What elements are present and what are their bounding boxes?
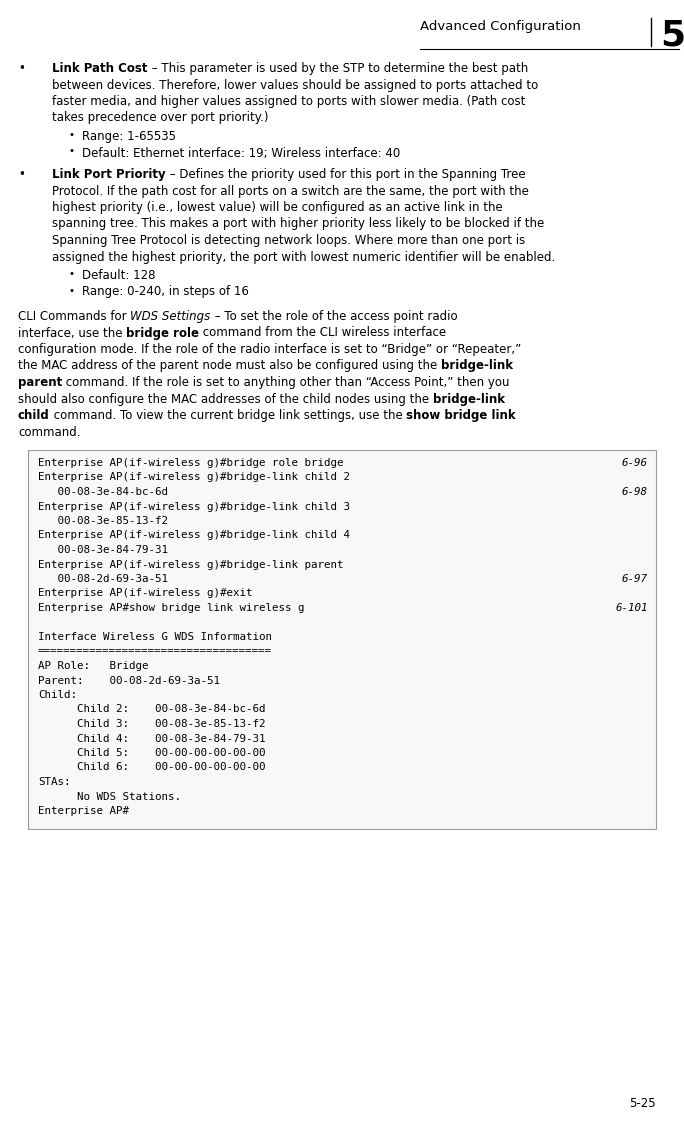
Text: Enterprise AP(if-wireless g)#bridge role bridge: Enterprise AP(if-wireless g)#bridge role… xyxy=(38,458,343,468)
Text: Range: 1-65535: Range: 1-65535 xyxy=(82,130,176,143)
Text: Spanning Tree Protocol is detecting network loops. Where more than one port is: Spanning Tree Protocol is detecting netw… xyxy=(52,233,525,247)
Text: Enterprise AP(if-wireless g)#bridge-link parent: Enterprise AP(if-wireless g)#bridge-link… xyxy=(38,559,343,570)
Text: command. To view the current bridge link settings, use the: command. To view the current bridge link… xyxy=(50,409,406,422)
Text: child: child xyxy=(18,409,50,422)
Text: ====================================: ==================================== xyxy=(38,646,272,656)
Text: 00-08-2d-69-3a-51: 00-08-2d-69-3a-51 xyxy=(38,574,168,584)
Text: •: • xyxy=(68,147,74,157)
Text: show bridge link: show bridge link xyxy=(406,409,516,422)
Text: 5-25: 5-25 xyxy=(629,1098,656,1110)
Text: faster media, and higher values assigned to ports with slower media. (Path cost: faster media, and higher values assigned… xyxy=(52,95,525,108)
Text: bridge-link: bridge-link xyxy=(441,360,513,372)
Text: Child 4:    00-08-3e-84-79-31: Child 4: 00-08-3e-84-79-31 xyxy=(38,733,265,743)
Text: •: • xyxy=(68,268,74,279)
Text: Link Path Cost: Link Path Cost xyxy=(52,62,148,74)
Text: Child 5:    00-00-00-00-00-00: Child 5: 00-00-00-00-00-00 xyxy=(38,748,265,758)
Text: Range: 0-240, in steps of 16: Range: 0-240, in steps of 16 xyxy=(82,285,249,299)
Text: Child:: Child: xyxy=(38,690,77,700)
Text: spanning tree. This makes a port with higher priority less likely to be blocked : spanning tree. This makes a port with hi… xyxy=(52,218,544,230)
Text: Enterprise AP#: Enterprise AP# xyxy=(38,807,129,816)
Text: command from the CLI wireless interface: command from the CLI wireless interface xyxy=(199,326,447,340)
Text: Enterprise AP#show bridge link wireless g: Enterprise AP#show bridge link wireless … xyxy=(38,603,304,613)
Text: – Defines the priority used for this port in the Spanning Tree: – Defines the priority used for this por… xyxy=(166,168,525,180)
Text: Default: Ethernet interface: 19; Wireless interface: 40: Default: Ethernet interface: 19; Wireles… xyxy=(82,147,400,159)
Text: WDS Settings: WDS Settings xyxy=(131,310,211,323)
Text: Child 6:    00-00-00-00-00-00: Child 6: 00-00-00-00-00-00 xyxy=(38,763,265,773)
Bar xyxy=(28,450,656,828)
Text: Enterprise AP(if-wireless g)#bridge-link child 3: Enterprise AP(if-wireless g)#bridge-link… xyxy=(38,502,350,511)
Text: AP Role:   Bridge: AP Role: Bridge xyxy=(38,661,148,671)
Text: Enterprise AP(if-wireless g)#bridge-link child 2: Enterprise AP(if-wireless g)#bridge-link… xyxy=(38,473,350,483)
Text: 5: 5 xyxy=(660,18,684,52)
Text: 6-98: 6-98 xyxy=(622,487,648,497)
Text: command.: command. xyxy=(18,425,81,439)
Text: bridge-link: bridge-link xyxy=(433,393,505,405)
Text: 00-08-3e-85-13-f2: 00-08-3e-85-13-f2 xyxy=(38,515,168,526)
Text: parent: parent xyxy=(18,376,62,389)
Text: 6-101: 6-101 xyxy=(616,603,648,613)
Text: – To set the role of the access point radio: – To set the role of the access point ra… xyxy=(211,310,457,323)
Text: configuration mode. If the role of the radio interface is set to “Bridge” or “Re: configuration mode. If the role of the r… xyxy=(18,343,521,356)
Text: Default: 128: Default: 128 xyxy=(82,268,155,282)
Text: Enterprise AP(if-wireless g)#exit: Enterprise AP(if-wireless g)#exit xyxy=(38,589,252,599)
Text: the MAC address of the parent node must also be configured using the: the MAC address of the parent node must … xyxy=(18,360,441,372)
Text: 00-08-3e-84-bc-6d: 00-08-3e-84-bc-6d xyxy=(38,487,168,497)
Text: command. If the role is set to anything other than “Access Point,” then you: command. If the role is set to anything … xyxy=(62,376,510,389)
Text: Protocol. If the path cost for all ports on a switch are the same, the port with: Protocol. If the path cost for all ports… xyxy=(52,185,529,197)
Text: CLI Commands for: CLI Commands for xyxy=(18,310,131,323)
Text: should also configure the MAC addresses of the child nodes using the: should also configure the MAC addresses … xyxy=(18,393,433,405)
Text: Link Port Priority: Link Port Priority xyxy=(52,168,166,180)
Text: Child 3:    00-08-3e-85-13-f2: Child 3: 00-08-3e-85-13-f2 xyxy=(38,719,265,729)
Text: 00-08-3e-84-79-31: 00-08-3e-84-79-31 xyxy=(38,545,168,555)
Text: bridge role: bridge role xyxy=(127,326,199,340)
Text: •: • xyxy=(18,168,25,180)
Text: – This parameter is used by the STP to determine the best path: – This parameter is used by the STP to d… xyxy=(148,62,528,74)
Text: Interface Wireless G WDS Information: Interface Wireless G WDS Information xyxy=(38,632,272,642)
Text: •: • xyxy=(68,285,74,296)
Text: •: • xyxy=(68,130,74,140)
Text: interface, use the: interface, use the xyxy=(18,326,127,340)
Text: between devices. Therefore, lower values should be assigned to ports attached to: between devices. Therefore, lower values… xyxy=(52,79,538,91)
Text: highest priority (i.e., lowest value) will be configured as an active link in th: highest priority (i.e., lowest value) wi… xyxy=(52,201,503,214)
Text: 6-96: 6-96 xyxy=(622,458,648,468)
Text: Advanced Configuration: Advanced Configuration xyxy=(420,20,581,33)
Text: takes precedence over port priority.): takes precedence over port priority.) xyxy=(52,112,269,124)
Text: Child 2:    00-08-3e-84-bc-6d: Child 2: 00-08-3e-84-bc-6d xyxy=(38,705,265,714)
Text: No WDS Stations.: No WDS Stations. xyxy=(38,792,181,802)
Text: 6-97: 6-97 xyxy=(622,574,648,584)
Text: Enterprise AP(if-wireless g)#bridge-link child 4: Enterprise AP(if-wireless g)#bridge-link… xyxy=(38,530,350,540)
Text: assigned the highest priority, the port with lowest numeric identifier will be e: assigned the highest priority, the port … xyxy=(52,250,555,264)
Text: Parent:    00-08-2d-69-3a-51: Parent: 00-08-2d-69-3a-51 xyxy=(38,676,220,686)
Text: •: • xyxy=(18,62,25,74)
Text: STAs:: STAs: xyxy=(38,777,70,787)
